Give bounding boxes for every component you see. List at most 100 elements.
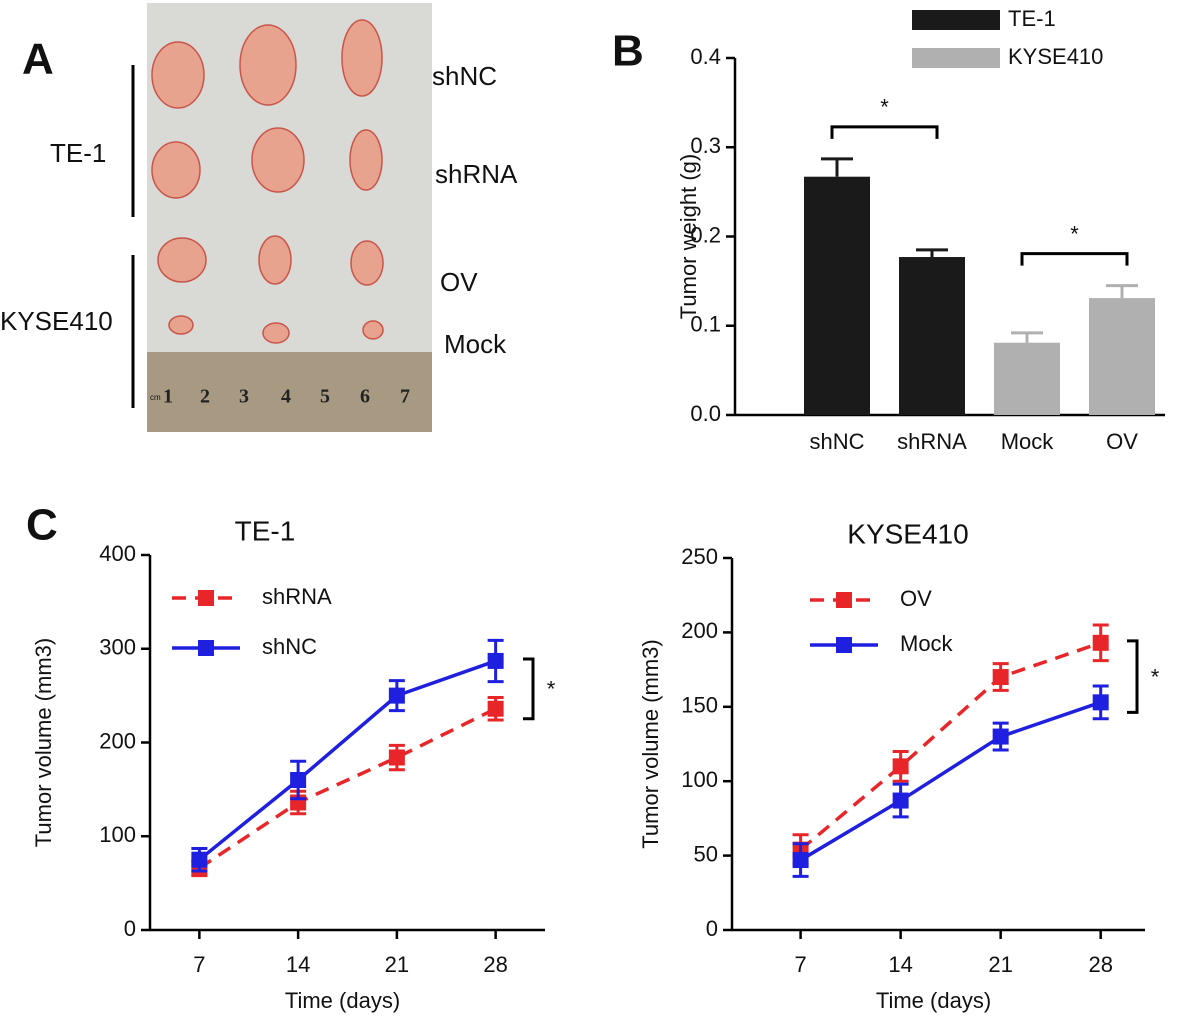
group-label: TE-1 bbox=[50, 138, 106, 168]
y-tick-label: 0.0 bbox=[690, 401, 721, 426]
y-axis-label: Tumor weight (g) bbox=[676, 154, 701, 319]
marker bbox=[290, 772, 307, 788]
ruler-number: 6 bbox=[360, 386, 370, 408]
y-tick-label: 0.3 bbox=[690, 133, 721, 158]
error-bar bbox=[916, 248, 948, 258]
ruler-unit: cm bbox=[150, 393, 161, 402]
y-axis-label: Tumor volume (mm3) bbox=[638, 639, 663, 848]
y-tick-label: 0 bbox=[124, 916, 136, 941]
marker bbox=[388, 749, 405, 766]
x-axis-label: Time (days) bbox=[285, 988, 400, 1013]
legend-swatch bbox=[912, 10, 1000, 30]
y-tick-label: 0.1 bbox=[690, 312, 721, 337]
tumor bbox=[341, 19, 383, 97]
x-tick-label: Mock bbox=[1001, 429, 1055, 454]
y-tick-label: 50 bbox=[694, 841, 718, 866]
marker bbox=[191, 851, 208, 868]
row-label: shNC bbox=[432, 61, 497, 91]
tumor bbox=[151, 141, 201, 199]
marker bbox=[1092, 634, 1109, 651]
y-tick-label: 300 bbox=[99, 635, 136, 660]
group-label: KYSE410 bbox=[0, 306, 113, 336]
ruler bbox=[147, 352, 432, 432]
significance-label: * bbox=[1151, 664, 1160, 689]
x-axis-label: Time (days) bbox=[876, 988, 991, 1013]
y-tick-label: 0 bbox=[706, 916, 718, 941]
bar bbox=[994, 342, 1060, 415]
tumor bbox=[349, 129, 383, 191]
error-bar bbox=[1106, 284, 1138, 299]
significance-bracket bbox=[523, 657, 535, 721]
y-tick-label: 200 bbox=[99, 728, 136, 753]
series-line bbox=[198, 659, 497, 862]
tumor bbox=[239, 24, 297, 106]
tumors bbox=[151, 19, 384, 344]
significance-bracket bbox=[1020, 252, 1129, 266]
x-tick-label: 21 bbox=[385, 952, 409, 977]
x-tick-label: shNC bbox=[809, 429, 864, 454]
significance-label: * bbox=[880, 95, 889, 120]
significance-label: * bbox=[547, 677, 556, 702]
x-tick-label: 7 bbox=[193, 952, 205, 977]
tumor bbox=[362, 320, 384, 340]
chart-title: KYSE410 bbox=[847, 518, 968, 549]
error-bar bbox=[1011, 331, 1043, 343]
x-tick-label: 14 bbox=[888, 952, 912, 977]
panel-label: A bbox=[22, 35, 54, 84]
significance-label: * bbox=[1070, 221, 1079, 246]
y-tick-label: 400 bbox=[99, 541, 136, 566]
marker bbox=[1092, 694, 1109, 711]
x-tick-label: OV bbox=[1106, 429, 1138, 454]
legend-marker bbox=[836, 592, 852, 608]
legend-label: shNC bbox=[262, 634, 317, 659]
legend-marker bbox=[198, 640, 214, 656]
y-tick-label: 250 bbox=[681, 544, 718, 569]
y-tick-label: 100 bbox=[681, 767, 718, 792]
ruler-number: 3 bbox=[239, 386, 249, 408]
panel-label: C bbox=[26, 501, 58, 550]
ruler-number: 5 bbox=[320, 386, 330, 408]
x-tick-label: 14 bbox=[286, 952, 310, 977]
y-tick-label: 200 bbox=[681, 618, 718, 643]
tumor bbox=[258, 235, 292, 285]
marker bbox=[992, 728, 1009, 745]
bar bbox=[1089, 298, 1155, 415]
x-tick-label: shRNA bbox=[897, 429, 967, 454]
significance-bracket bbox=[1127, 639, 1139, 714]
y-axis-label: Tumor volume (mm3) bbox=[31, 638, 56, 847]
legend-marker bbox=[836, 637, 852, 653]
y-tick-label: 150 bbox=[681, 693, 718, 718]
panel-label: B bbox=[612, 27, 644, 76]
ruler-number: 2 bbox=[200, 386, 210, 408]
y-tick-label: 0.4 bbox=[690, 44, 721, 69]
tumor bbox=[151, 41, 205, 109]
marker bbox=[487, 652, 504, 669]
x-tick-label: 21 bbox=[988, 952, 1012, 977]
row-label: Mock bbox=[444, 329, 507, 359]
error-bar bbox=[821, 157, 853, 177]
legend-label: TE-1 bbox=[1008, 6, 1056, 31]
legend-label: OV bbox=[900, 586, 932, 611]
legend-label: shRNA bbox=[262, 584, 332, 609]
bar bbox=[899, 257, 965, 415]
series-line bbox=[198, 707, 497, 870]
x-tick-label: 28 bbox=[1088, 952, 1112, 977]
significance-bracket bbox=[830, 125, 939, 139]
tumor bbox=[251, 127, 305, 193]
legend-label: KYSE410 bbox=[1008, 44, 1103, 69]
x-tick-label: 7 bbox=[794, 952, 806, 977]
ruler-numbers: 1 2 3 4 5 6 7 bbox=[163, 386, 410, 408]
y-tick-label: 0.2 bbox=[690, 222, 721, 247]
marker bbox=[892, 758, 909, 775]
legend-swatch bbox=[912, 48, 1000, 68]
legend-label: Mock bbox=[900, 631, 954, 656]
tumor bbox=[157, 237, 207, 283]
legend-marker bbox=[198, 590, 214, 606]
row-label: shRNA bbox=[435, 159, 518, 189]
series-line bbox=[799, 641, 1102, 851]
y-tick-label: 100 bbox=[99, 822, 136, 847]
ruler-number: 1 bbox=[163, 386, 173, 408]
marker bbox=[792, 852, 809, 869]
